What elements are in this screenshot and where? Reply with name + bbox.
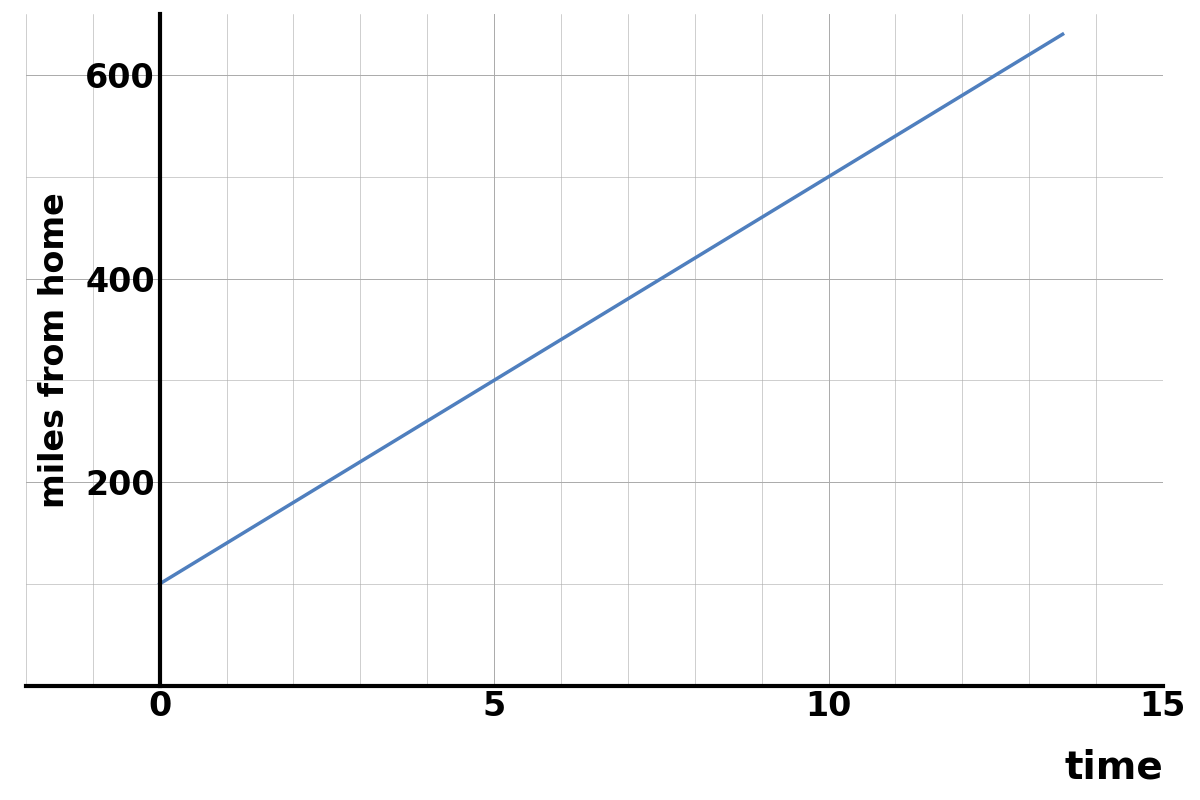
Text: time: time bbox=[1064, 748, 1163, 786]
Y-axis label: miles from home: miles from home bbox=[38, 192, 71, 508]
